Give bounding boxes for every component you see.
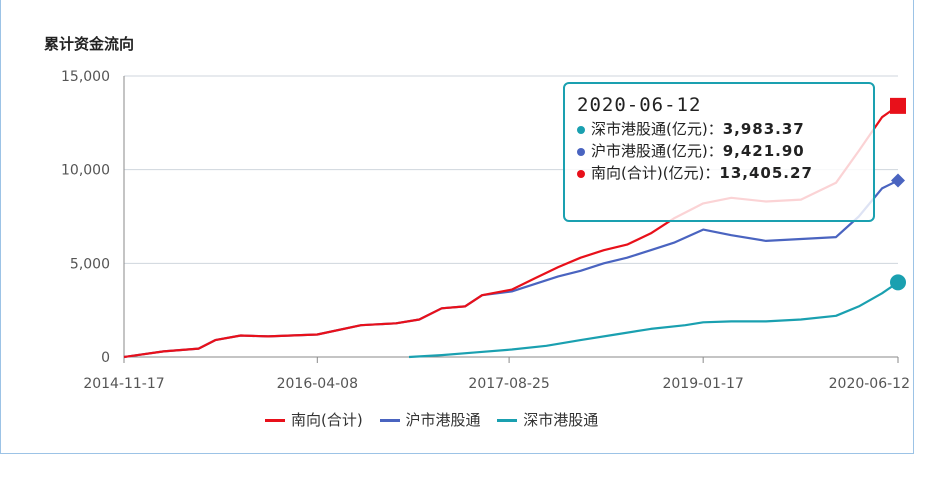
tooltip-value: 13,405.27 <box>719 164 813 182</box>
tooltip-dot-icon <box>577 147 585 156</box>
y-tick-label: 5,000 <box>70 256 110 272</box>
legend-line-icon <box>379 419 400 422</box>
legend-line-icon <box>497 419 518 422</box>
series-end-marker <box>890 97 906 114</box>
tooltip-row: 南向(合计)(亿元)：13,405.27 <box>577 162 873 184</box>
tooltip-date: 2020-06-12 <box>577 94 702 116</box>
chart-title: 累计资金流向 <box>44 35 135 53</box>
tooltip-dot-icon <box>577 169 585 178</box>
y-tick-label: 15,000 <box>61 69 110 85</box>
tooltip-value: 3,983.37 <box>722 120 805 138</box>
tooltip-row: 沪市港股通(亿元)：9,421.90 <box>577 140 873 162</box>
tooltip-label: 沪市港股通(亿元)： <box>591 142 723 160</box>
legend-label: 南向(合计) <box>291 411 363 429</box>
tooltip-row: 深市港股通(亿元)：3,983.37 <box>577 118 873 140</box>
tooltip-value: 9,421.90 <box>722 142 805 160</box>
chart-legend: 南向(合计) 沪市港股通 深市港股通 <box>265 409 610 430</box>
chart-tooltip: 2020-06-12 深市港股通(亿元)：3,983.37 沪市港股通(亿元)：… <box>563 82 875 222</box>
x-tick-label: 2019-01-17 <box>662 376 743 392</box>
tooltip-dot-icon <box>577 125 585 134</box>
legend-item-south-total[interactable]: 南向(合计) <box>265 409 363 430</box>
tooltip-label: 深市港股通(亿元)： <box>591 120 723 138</box>
x-tick-label: 2016-04-08 <box>277 376 358 392</box>
legend-label: 沪市港股通 <box>405 411 481 429</box>
legend-label: 深市港股通 <box>523 411 599 429</box>
legend-line-icon <box>265 419 285 422</box>
x-tick-label: 2017-08-25 <box>468 376 549 392</box>
y-tick-label: 10,000 <box>61 163 110 179</box>
series-end-marker <box>891 173 905 188</box>
tooltip-label: 南向(合计)(亿元)： <box>591 164 720 182</box>
series-end-marker <box>890 274 906 291</box>
x-tick-label: 2020-06-12 <box>829 376 910 392</box>
legend-item-shenzhen[interactable]: 深市港股通 <box>497 409 598 430</box>
x-tick-label: 2014-11-17 <box>83 376 164 392</box>
legend-item-shanghai[interactable]: 沪市港股通 <box>379 409 481 430</box>
series-line <box>408 281 899 359</box>
y-tick-label: 0 <box>101 350 110 366</box>
